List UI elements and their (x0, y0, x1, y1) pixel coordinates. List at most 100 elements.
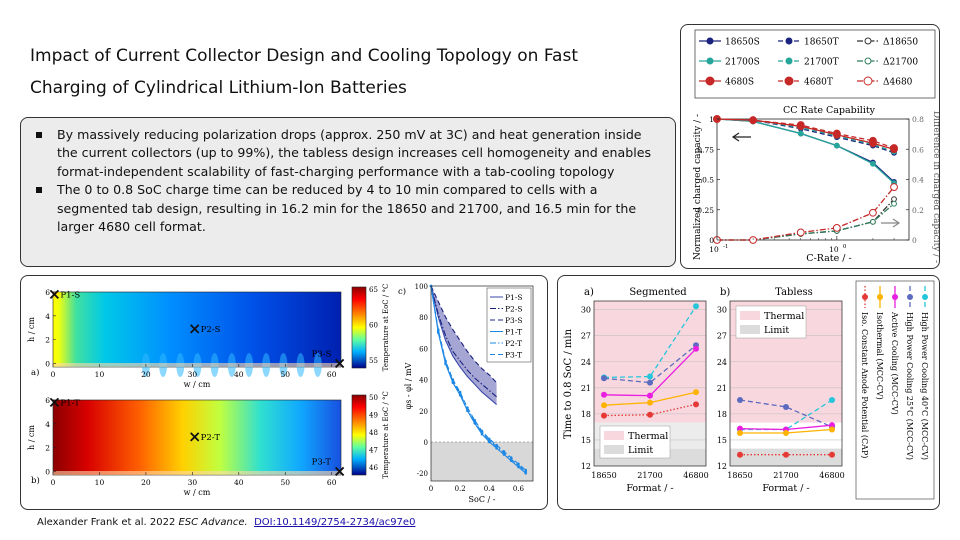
w-tick-label: 30 (188, 478, 198, 487)
cc-series-7 (717, 203, 895, 241)
probe-point-label: P1-T (60, 398, 80, 408)
cc-legend-marker (863, 76, 873, 86)
cc-title: CC Rate Capability (783, 105, 876, 116)
cc-point (891, 200, 897, 207)
citation-journal: ESC Advance. (178, 517, 248, 528)
cc-series-2 (716, 118, 895, 184)
potential-point (502, 450, 506, 453)
cc-xtick-exp: -1 (723, 244, 728, 250)
cc-ytick-label-left: 0.5 (702, 176, 714, 185)
cc-legend-marker (864, 57, 872, 65)
strategy-legend-label: High Power Cooling 40°C (MCC-CV) (920, 312, 929, 460)
potential-point (473, 418, 477, 422)
time-legend-limit: Limit (764, 325, 789, 336)
potential-ytick-label: 40 (419, 377, 428, 385)
cc-legend-label: 18650T (804, 38, 839, 48)
time-point (783, 430, 789, 436)
colorbar-b-tick: 46 (369, 464, 378, 472)
w-tick-label: 10 (95, 478, 105, 487)
colorbar-a-tick: 55 (369, 357, 378, 365)
potential-ytick-label: 20 (419, 408, 428, 416)
w-tick-label: 0 (51, 478, 56, 487)
time-legend-thermal: Thermal (764, 311, 804, 322)
cc-legend-frame (694, 29, 936, 99)
time-legend-swatch-thermal (740, 311, 760, 320)
cc-point (833, 142, 840, 149)
time-axes-frame (593, 300, 707, 467)
cc-point (832, 224, 841, 232)
probe-point-marker (49, 397, 60, 408)
colorbar-b-tick: 49 (369, 412, 378, 420)
cc-ytick-label-left: 1 (709, 115, 714, 124)
potential-legend-label: P1-T (505, 328, 522, 337)
potential-xtick-label: 0.6 (513, 485, 525, 493)
strategy-legend-label: Iso. Constant Anode Potential (CAP) (860, 312, 869, 458)
doi-link[interactable]: DOI:10.1149/2754-2734/ac97e0 (254, 517, 416, 528)
cc-legend-marker (785, 37, 793, 45)
cc-ytick-label-right: 0 (912, 236, 917, 245)
time-ytick-label: 30 (717, 306, 727, 315)
bottom-strip (53, 363, 341, 367)
time-xtick-label: 21700 (637, 471, 662, 480)
cc-series-1 (716, 118, 895, 154)
cc-left-arrow-icon (731, 132, 751, 142)
potential-point (444, 359, 447, 363)
potential-ytick-label: 80 (419, 314, 428, 322)
probe-point-marker (334, 358, 345, 369)
time-plot-area: 12 15 18 21 24 27 30 18650 21700 46800 Format / - S… (563, 280, 935, 500)
h-tick-label: 2 (45, 444, 50, 453)
cc-xlabel: C-Rate / - (806, 253, 851, 264)
time-ytick-label: 18 (581, 410, 591, 419)
cc-point (869, 208, 877, 217)
time-point (693, 389, 699, 396)
time-ytick-label: 21 (581, 384, 591, 393)
charge-time-chart: 12 15 18 21 24 27 30 18650 21700 46800 Format / - S… (563, 280, 935, 500)
time-legend-limit: Limit (628, 445, 653, 456)
probe-point-marker (49, 289, 60, 300)
colorbar-a-label: Temperature at EoC / °C (382, 284, 390, 372)
time-point (601, 412, 607, 419)
time-xtick-label: 21700 (773, 471, 798, 480)
colorbar-b-tick: 50 (369, 394, 378, 402)
probe-point-label: P3-S (312, 349, 332, 359)
cc-legend-marker (706, 37, 714, 45)
strategy-legend-marker (862, 294, 868, 300)
potential-axes-frame (430, 285, 534, 482)
potential-point (451, 378, 455, 381)
time-xlabel: Format / - (626, 483, 673, 494)
time-xtick-label: 46800 (819, 471, 844, 480)
potential-point (495, 443, 498, 447)
strategy-legend-marker (922, 294, 928, 300)
cc-legend-label: 4680T (804, 78, 833, 88)
potential-legend-frame (486, 287, 532, 363)
potential-point (517, 462, 520, 466)
cc-ytick-label-left: 0 (709, 236, 714, 245)
cc-ytick-label-left: 0.75 (697, 145, 714, 154)
potential-ytick-label: -20 (417, 470, 428, 478)
potential-point (509, 456, 513, 459)
time-ytick-label: 15 (581, 436, 591, 445)
time-axes-frame (729, 300, 843, 467)
time-point (737, 425, 743, 432)
potential-legend-label: P3-S (505, 316, 523, 325)
colorbar-b-tick: 48 (369, 429, 378, 437)
potential-ytick-label: 0 (424, 439, 428, 447)
cc-ylabel-left: Normalized charged capacity / - (693, 114, 703, 260)
subfigure-label-c: c) (398, 286, 406, 297)
time-series-0 (740, 399, 833, 431)
finding-1: By massively reducing polarization drops… (33, 126, 663, 181)
w-tick-label: 60 (327, 370, 337, 379)
w-tick-label: 20 (141, 370, 151, 379)
potential-series-2 (430, 285, 498, 384)
cc-point (869, 136, 877, 145)
cc-xtick-exp: 0 (843, 244, 847, 250)
strategy-legend-marker (877, 294, 883, 300)
h-tick-label: 4 (45, 420, 50, 429)
cc-ylabel-right: Difference in charged capacity / - (931, 111, 940, 263)
potential-series-1 (430, 285, 497, 398)
time-point (829, 426, 835, 433)
cc-point (870, 218, 876, 225)
w-tick-label: 50 (280, 370, 290, 379)
